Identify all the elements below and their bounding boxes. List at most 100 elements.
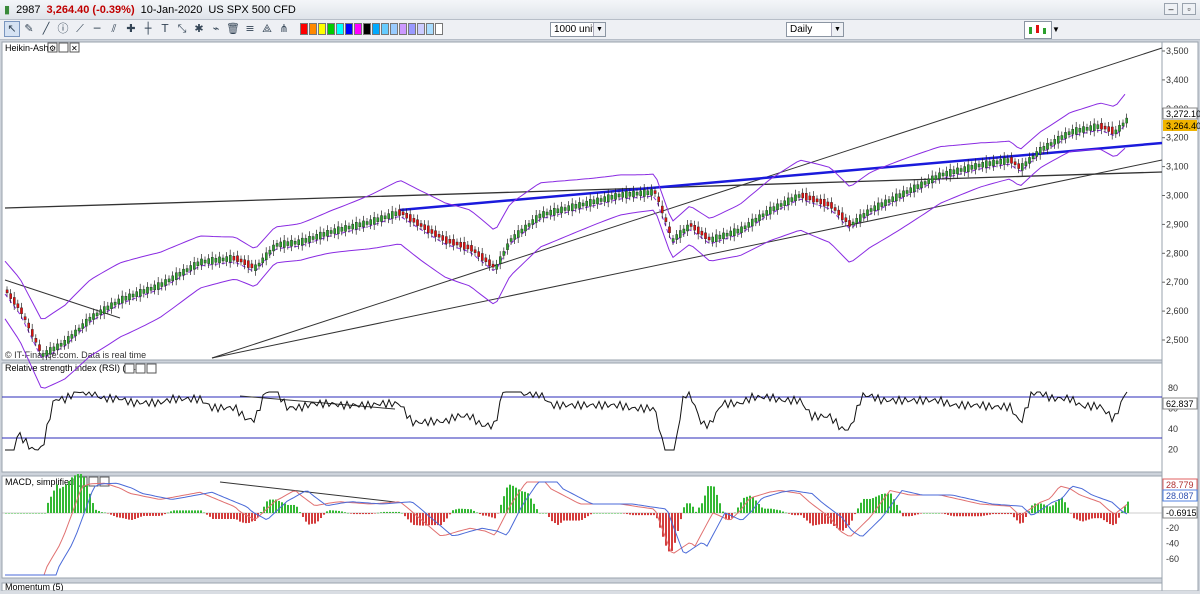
macd-chart[interactable] bbox=[2, 474, 1162, 576]
wrench-icon[interactable] bbox=[124, 363, 135, 374]
macd-histogram-bar bbox=[497, 513, 499, 514]
units-select[interactable]: 1000 units ▼ bbox=[550, 22, 606, 37]
candle bbox=[38, 344, 41, 351]
macd-histogram-bar bbox=[101, 512, 103, 513]
price-panel[interactable] bbox=[1, 41, 1163, 361]
color-swatch[interactable] bbox=[345, 23, 353, 35]
color-swatch[interactable] bbox=[318, 23, 326, 35]
interval-select[interactable]: Daily ▼ bbox=[786, 22, 844, 37]
macd-histogram-bar bbox=[626, 513, 628, 515]
close-icon[interactable] bbox=[99, 476, 110, 487]
candle bbox=[149, 287, 153, 291]
maximize-panel-icon[interactable] bbox=[88, 476, 99, 487]
macd-histogram-bar bbox=[1064, 502, 1066, 513]
info-icon[interactable]: ⓘ bbox=[57, 22, 69, 35]
candle bbox=[635, 191, 639, 196]
candle bbox=[711, 236, 714, 243]
macd-histogram-bar bbox=[1094, 513, 1096, 519]
macd-histogram-bar bbox=[1025, 513, 1027, 517]
macd-panel[interactable] bbox=[1, 475, 1163, 579]
chart-area[interactable]: Heikin-Ashi ⚙ ✕ Relative strength index … bbox=[0, 40, 1200, 592]
candle bbox=[671, 238, 675, 242]
momentum-panel[interactable] bbox=[1, 582, 1163, 592]
chevron-down-icon[interactable]: ▼ bbox=[1052, 25, 1060, 34]
candle bbox=[329, 230, 333, 234]
macd-histogram-bar bbox=[794, 513, 796, 516]
macd-histogram-bar bbox=[1085, 513, 1087, 521]
color-swatch[interactable] bbox=[372, 23, 380, 35]
maximize-panel-icon[interactable] bbox=[58, 42, 69, 53]
color-swatch[interactable] bbox=[300, 23, 308, 35]
candle bbox=[272, 244, 275, 252]
trash-icon[interactable]: 🗑 bbox=[226, 22, 240, 35]
candle bbox=[592, 199, 596, 205]
color-swatch[interactable] bbox=[363, 23, 371, 35]
color-swatch[interactable] bbox=[381, 23, 389, 35]
magnet-icon[interactable]: ⌁ bbox=[212, 22, 220, 35]
candle bbox=[754, 217, 758, 223]
color-swatch[interactable] bbox=[417, 23, 425, 35]
candle bbox=[974, 163, 977, 170]
candle bbox=[1067, 131, 1071, 135]
color-swatch[interactable] bbox=[327, 23, 335, 35]
fan-icon[interactable]: ✱ bbox=[194, 22, 204, 35]
color-swatch[interactable] bbox=[336, 23, 344, 35]
color-swatch[interactable] bbox=[354, 23, 362, 35]
color-swatch[interactable] bbox=[408, 23, 416, 35]
macd-histogram-bar bbox=[1103, 513, 1105, 521]
macd-histogram-bar bbox=[551, 513, 553, 522]
macd-histogram-bar bbox=[578, 513, 580, 521]
wrench-icon[interactable] bbox=[77, 476, 88, 487]
close-icon[interactable] bbox=[146, 363, 157, 374]
candle bbox=[290, 239, 293, 247]
price-chart[interactable] bbox=[4, 47, 1163, 389]
pencil-icon[interactable]: ✎ bbox=[24, 22, 34, 35]
color-swatch[interactable] bbox=[309, 23, 317, 35]
color-swatch[interactable] bbox=[390, 23, 398, 35]
instrument-id: 2987 bbox=[16, 3, 41, 16]
crosshair-icon[interactable]: ✚ bbox=[126, 22, 136, 35]
candle bbox=[466, 244, 470, 250]
close-icon[interactable]: ✕ bbox=[71, 44, 78, 53]
maximize-icon[interactable]: ▫ bbox=[1182, 3, 1196, 15]
channel-icon[interactable]: ⫽ bbox=[111, 22, 117, 35]
maximize-panel-icon[interactable] bbox=[135, 363, 146, 374]
fibonacci-icon[interactable]: ≡ bbox=[245, 22, 255, 35]
candle bbox=[239, 258, 243, 263]
macd-histogram-bar bbox=[122, 513, 124, 519]
candle bbox=[477, 251, 481, 257]
rsi-chart[interactable] bbox=[2, 390, 1162, 451]
pointer-icon[interactable]: ↖ bbox=[4, 21, 20, 37]
candle bbox=[1118, 125, 1121, 132]
vline-icon[interactable]: ┼ bbox=[144, 22, 152, 35]
macd-histogram-bar bbox=[923, 513, 925, 514]
macd-histogram-bar bbox=[845, 513, 847, 528]
color-swatch[interactable] bbox=[399, 23, 407, 35]
minimize-icon[interactable]: – bbox=[1164, 3, 1178, 15]
hline-icon[interactable]: ─ bbox=[93, 22, 101, 35]
color-swatch[interactable] bbox=[435, 23, 443, 35]
gann-icon[interactable]: ⟁ bbox=[262, 22, 272, 35]
chart-svg[interactable]: Heikin-Ashi ⚙ ✕ Relative strength index … bbox=[0, 40, 1200, 592]
chart-type-button[interactable] bbox=[1024, 21, 1052, 39]
arrows-icon[interactable]: ⤡ bbox=[177, 22, 187, 35]
candle bbox=[452, 239, 455, 246]
macd-histogram-bar bbox=[902, 513, 904, 517]
macd-histogram-bar bbox=[200, 510, 202, 513]
rsi-panel[interactable] bbox=[1, 362, 1163, 473]
candle bbox=[301, 237, 304, 246]
macd-histogram-bar bbox=[1052, 505, 1054, 513]
color-swatch[interactable] bbox=[426, 23, 434, 35]
macd-histogram-bar bbox=[998, 513, 1000, 515]
candle bbox=[869, 208, 873, 212]
trendline-icon[interactable]: ⟋ bbox=[76, 22, 84, 35]
pitchfork-icon[interactable]: ⋔ bbox=[279, 22, 289, 35]
candle bbox=[542, 211, 545, 218]
wrench-icon[interactable]: ⚙ bbox=[49, 44, 56, 53]
macd-histogram-bar bbox=[68, 480, 70, 513]
macd-histogram-bar bbox=[542, 513, 544, 514]
macd-histogram-bar bbox=[242, 513, 244, 523]
macd-histogram-bar bbox=[1001, 513, 1003, 515]
ruler-icon[interactable]: ╱ bbox=[42, 22, 50, 35]
text-icon[interactable]: T bbox=[161, 22, 169, 35]
